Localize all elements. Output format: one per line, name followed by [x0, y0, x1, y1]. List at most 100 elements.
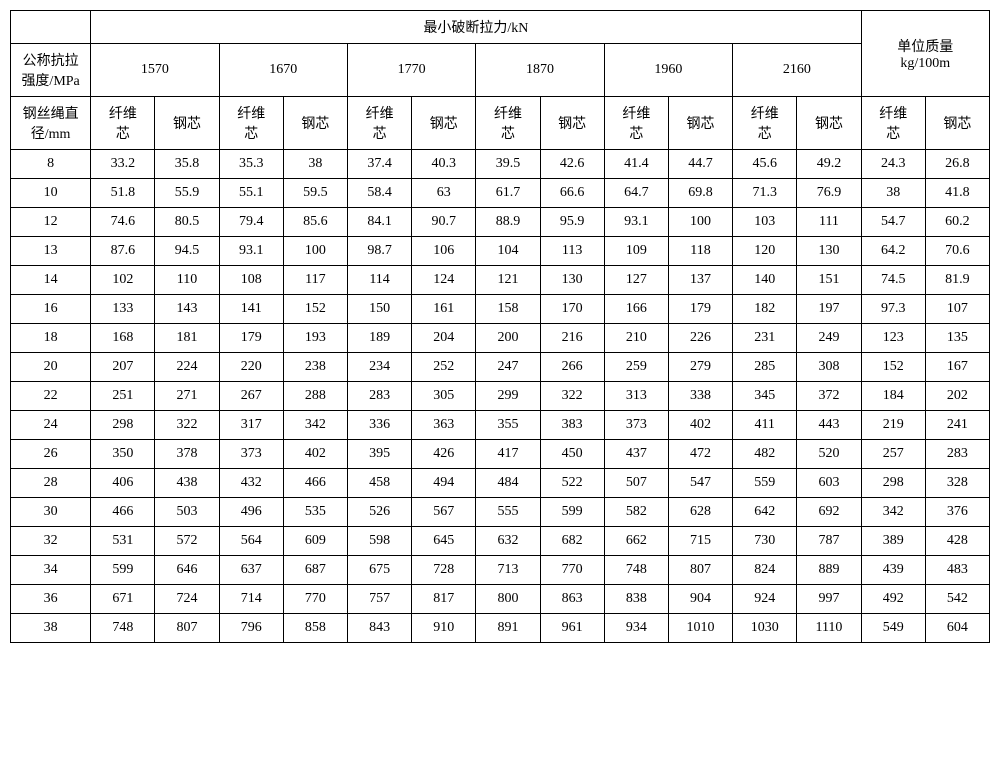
steel-core-1: 钢芯: [283, 97, 347, 150]
mass-label: 单位质量: [897, 40, 953, 55]
value-cell: 38: [861, 179, 925, 208]
table-row: 3459964663768767572871377074880782488943…: [11, 556, 990, 585]
value-cell: 582: [604, 498, 668, 527]
value-cell: 494: [412, 469, 476, 498]
value-cell: 432: [219, 469, 283, 498]
value-cell: 81.9: [925, 266, 989, 295]
value-cell: 130: [540, 266, 604, 295]
strength-1570: 1570: [91, 44, 219, 97]
value-cell: 748: [604, 556, 668, 585]
table-row: 1816818117919318920420021621022623124912…: [11, 324, 990, 353]
value-cell: 466: [283, 469, 347, 498]
value-cell: 308: [797, 353, 861, 382]
diameter-cell: 18: [11, 324, 91, 353]
value-cell: 526: [347, 498, 411, 527]
value-cell: 251: [91, 382, 155, 411]
table-row: 3874880779685884391089196193410101030111…: [11, 614, 990, 643]
diameter-cell: 36: [11, 585, 91, 614]
value-cell: 411: [733, 411, 797, 440]
value-cell: 79.4: [219, 208, 283, 237]
value-cell: 45.6: [733, 150, 797, 179]
value-cell: 204: [412, 324, 476, 353]
value-cell: 59.5: [283, 179, 347, 208]
diameter-cell: 28: [11, 469, 91, 498]
value-cell: 642: [733, 498, 797, 527]
value-cell: 55.1: [219, 179, 283, 208]
strength-1670: 1670: [219, 44, 347, 97]
value-cell: 184: [861, 382, 925, 411]
value-cell: 103: [733, 208, 797, 237]
value-cell: 135: [925, 324, 989, 353]
value-cell: 389: [861, 527, 925, 556]
strength-1960: 1960: [604, 44, 732, 97]
value-cell: 168: [91, 324, 155, 353]
value-cell: 728: [412, 556, 476, 585]
value-cell: 161: [412, 295, 476, 324]
steel-core-4: 钢芯: [668, 97, 732, 150]
value-cell: 824: [733, 556, 797, 585]
strength-2160: 2160: [733, 44, 862, 97]
value-cell: 54.7: [861, 208, 925, 237]
tensile-strength-label: 公称抗拉 强度/MPa: [11, 44, 91, 97]
value-cell: 328: [925, 469, 989, 498]
value-cell: 93.1: [604, 208, 668, 237]
value-cell: 373: [604, 411, 668, 440]
diameter-cell: 30: [11, 498, 91, 527]
value-cell: 687: [283, 556, 347, 585]
value-cell: 85.6: [283, 208, 347, 237]
value-cell: 671: [91, 585, 155, 614]
value-cell: 88.9: [476, 208, 540, 237]
value-cell: 858: [283, 614, 347, 643]
value-cell: 645: [412, 527, 476, 556]
value-cell: 130: [797, 237, 861, 266]
value-cell: 74.5: [861, 266, 925, 295]
value-cell: 542: [925, 585, 989, 614]
value-cell: 961: [540, 614, 604, 643]
value-cell: 279: [668, 353, 732, 382]
value-cell: 713: [476, 556, 540, 585]
value-cell: 120: [733, 237, 797, 266]
value-cell: 724: [155, 585, 219, 614]
value-cell: 118: [668, 237, 732, 266]
diameter-label: 钢丝绳直 径/mm: [11, 97, 91, 150]
value-cell: 609: [283, 527, 347, 556]
value-cell: 730: [733, 527, 797, 556]
value-cell: 285: [733, 353, 797, 382]
value-cell: 64.7: [604, 179, 668, 208]
value-cell: 632: [476, 527, 540, 556]
value-cell: 241: [925, 411, 989, 440]
fiber-core-3: 纤维芯: [476, 97, 540, 150]
value-cell: 770: [540, 556, 604, 585]
unit-mass-header: 单位质量 kg/100m: [861, 11, 989, 97]
value-cell: 98.7: [347, 237, 411, 266]
value-cell: 662: [604, 527, 668, 556]
value-cell: 26.8: [925, 150, 989, 179]
steel-core-5: 钢芯: [797, 97, 861, 150]
value-cell: 336: [347, 411, 411, 440]
table-row: 2429832231734233636335538337340241144321…: [11, 411, 990, 440]
value-cell: 24.3: [861, 150, 925, 179]
table-row: 833.235.835.33837.440.339.542.641.444.74…: [11, 150, 990, 179]
value-cell: 599: [540, 498, 604, 527]
diameter-cell: 34: [11, 556, 91, 585]
value-cell: 71.3: [733, 179, 797, 208]
value-cell: 84.1: [347, 208, 411, 237]
value-cell: 110: [155, 266, 219, 295]
value-cell: 338: [668, 382, 732, 411]
value-cell: 216: [540, 324, 604, 353]
value-cell: 133: [91, 295, 155, 324]
value-cell: 90.7: [412, 208, 476, 237]
value-cell: 428: [925, 527, 989, 556]
value-cell: 603: [797, 469, 861, 498]
value-cell: 549: [861, 614, 925, 643]
table-row: 2225127126728828330529932231333834537218…: [11, 382, 990, 411]
value-cell: 123: [861, 324, 925, 353]
steel-core-2: 钢芯: [412, 97, 476, 150]
value-cell: 496: [219, 498, 283, 527]
value-cell: 189: [347, 324, 411, 353]
value-cell: 238: [283, 353, 347, 382]
value-cell: 770: [283, 585, 347, 614]
value-cell: 924: [733, 585, 797, 614]
value-cell: 305: [412, 382, 476, 411]
value-cell: 787: [797, 527, 861, 556]
